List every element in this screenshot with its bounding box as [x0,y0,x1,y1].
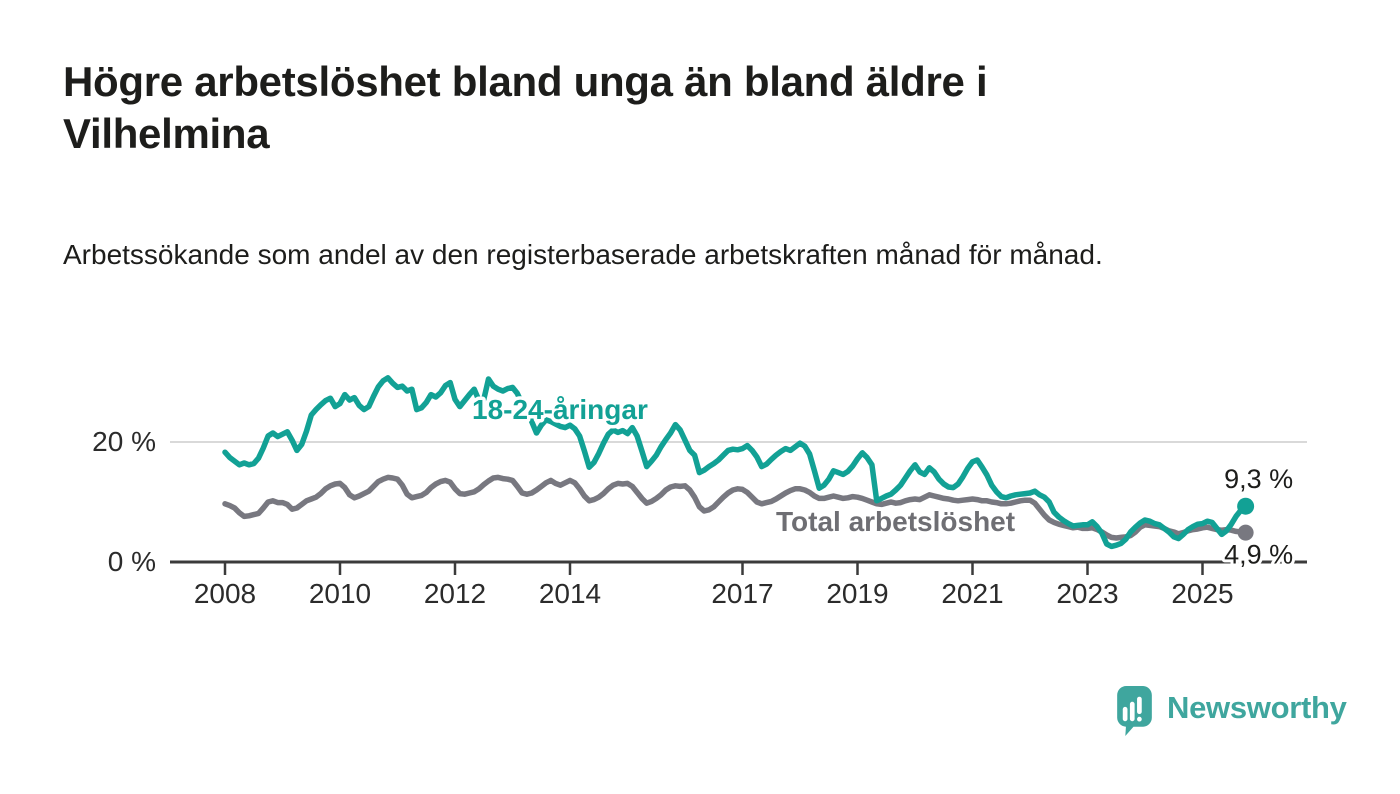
series-line-1 [222,474,1249,541]
chart-subtitle: Arbetssökande som andel av den registerb… [63,239,1103,270]
newsworthy-logo: Newsworthy [1117,686,1347,737]
series-line-0 [222,375,1249,550]
x-tick-label-2021: 2021 [941,578,1003,609]
chart-title: Högre arbetslöshet bland unga än bland ä… [63,58,988,157]
newsworthy-bubble-chart-icon [1117,686,1152,736]
series-end-label-0: 9,3 % [1224,464,1293,494]
y-tick-label-0: 0 % [108,546,156,577]
x-tick-label-2008: 2008 [194,578,256,609]
y-tick-label-20: 20 % [92,426,156,457]
x-tick-label-2025: 2025 [1171,578,1233,609]
series-label-1: Total arbetslöshet [776,506,1015,537]
series-end-dot-1 [1237,524,1254,541]
x-tick-label-2019: 2019 [826,578,888,609]
x-tick-label-2012: 2012 [424,578,486,609]
x-tick-label-2014: 2014 [539,578,601,609]
series-end-dot-0 [1237,497,1255,515]
x-tick-label-2023: 2023 [1056,578,1118,609]
x-tick-label-2010: 2010 [309,578,371,609]
series-end-label-1: 4,9 % [1224,540,1293,570]
x-tick-label-2017: 2017 [711,578,773,609]
series-label-0: 18-24-åringar [472,394,648,425]
newsworthy-brand-text: Newsworthy [1167,690,1347,725]
